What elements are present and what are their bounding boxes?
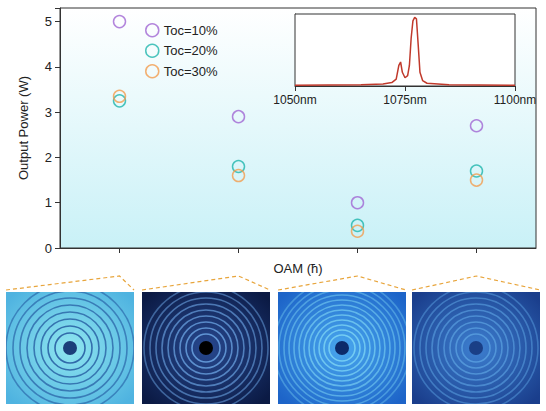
svg-text:4: 4 xyxy=(45,59,52,74)
svg-text:Toc=10%: Toc=10% xyxy=(164,23,218,38)
svg-text:2: 2 xyxy=(45,150,52,165)
svg-text:5: 5 xyxy=(45,14,52,29)
svg-text:Toc=20%: Toc=20% xyxy=(164,43,218,58)
svg-text:OAM (ħ): OAM (ħ) xyxy=(273,261,322,276)
svg-text:1075nm: 1075nm xyxy=(383,93,426,107)
svg-text:3: 3 xyxy=(45,105,52,120)
svg-text:Output Power (W): Output Power (W) xyxy=(16,76,31,180)
svg-text:0: 0 xyxy=(45,241,52,256)
svg-text:1050nm: 1050nm xyxy=(273,93,316,107)
svg-text:Toc=30%: Toc=30% xyxy=(164,64,218,79)
svg-text:1100nm: 1100nm xyxy=(494,93,536,107)
svg-text:1: 1 xyxy=(45,195,52,210)
